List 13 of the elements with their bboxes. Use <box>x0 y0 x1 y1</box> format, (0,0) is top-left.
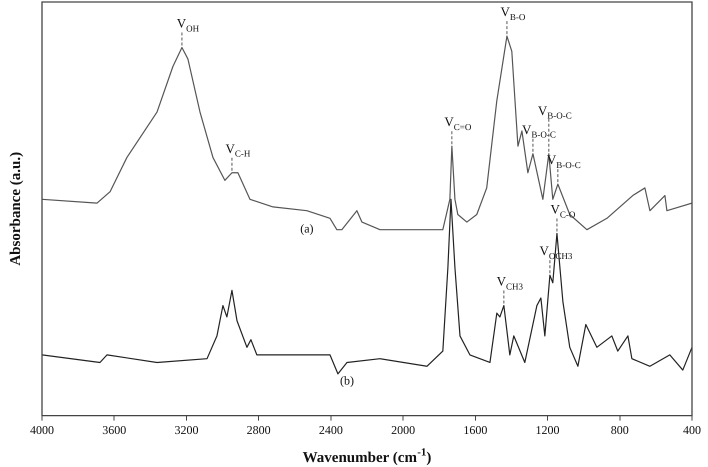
x-tick-label: 3200 <box>174 422 198 437</box>
x-tick-label: 800 <box>610 422 629 437</box>
y-axis-title: Absorbance (a.u.) <box>8 152 24 266</box>
x-tick-label: 2400 <box>318 422 343 437</box>
series-label: (a) <box>300 222 314 236</box>
x-tick-label: 1600 <box>463 422 488 437</box>
x-tick-label: 1200 <box>536 422 560 437</box>
x-tick-label: 2000 <box>391 422 416 437</box>
x-tick-label: 400 <box>683 422 701 437</box>
x-tick-label: 2800 <box>246 422 271 437</box>
x-tick-label: 3600 <box>102 422 126 437</box>
series-label: (b) <box>340 373 354 388</box>
x-tick-label: 4000 <box>30 422 54 437</box>
